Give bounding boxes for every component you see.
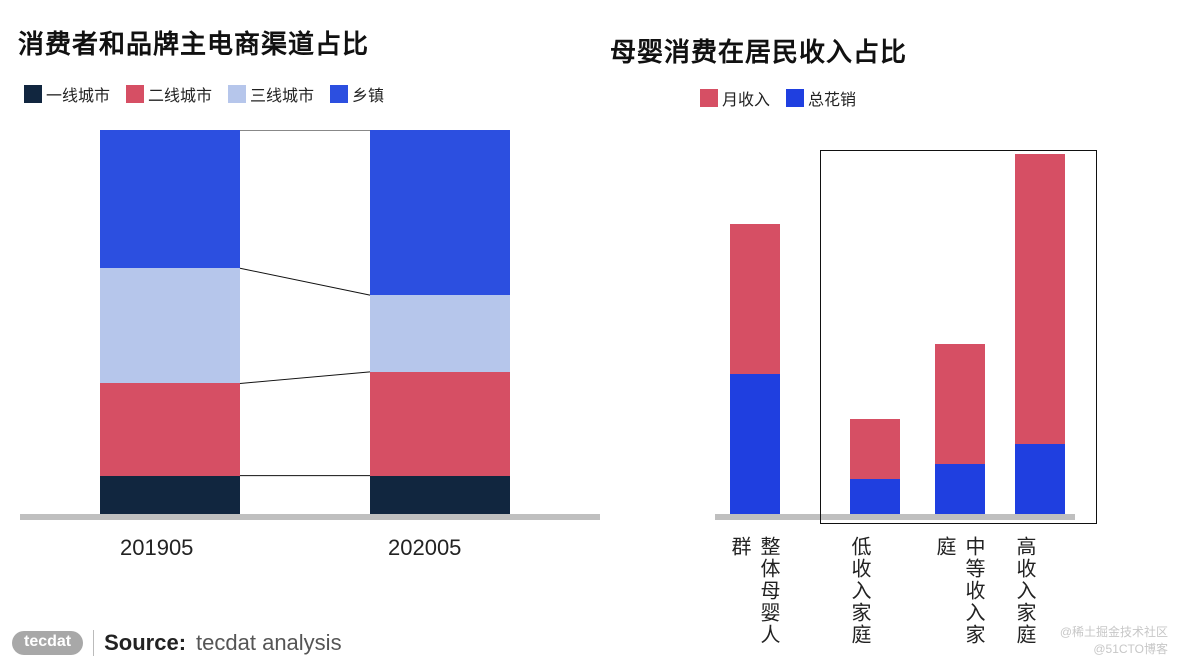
watermark: @稀土掘金技术社区 @51CTO博客	[1060, 624, 1168, 658]
source-label: Source:	[93, 630, 186, 656]
source-text: tecdat analysis	[196, 630, 342, 656]
right-bar-seg-red	[935, 344, 985, 464]
left-bar-seg	[370, 295, 510, 372]
right-bar-2	[935, 344, 985, 514]
left-legend-item-2: 三线城市	[228, 82, 314, 106]
left-legend-item-3: 乡镇	[330, 82, 384, 106]
left-bar-seg	[100, 476, 240, 514]
right-xlabel-3: 高收入家庭	[1010, 536, 1039, 646]
legend-label: 一线城市	[46, 82, 110, 106]
left-legend-item-0: 一线城市	[24, 82, 110, 106]
source-line: tecdat Source: tecdat analysis	[12, 630, 342, 656]
left-xlabel-1: 202005	[388, 535, 461, 561]
left-bar-seg	[100, 130, 240, 268]
right-xlabel-0: 整体母婴人群	[725, 536, 783, 666]
legend-label: 二线城市	[148, 82, 212, 106]
left-bar-seg	[100, 268, 240, 383]
legend-label: 总花销	[808, 86, 856, 110]
left-bar-seg	[100, 383, 240, 475]
left-xlabel-0: 201905	[120, 535, 193, 561]
right-bar-seg-blue	[935, 464, 985, 514]
right-bar-1	[850, 419, 900, 514]
left-chart-title: 消费者和品牌主电商渠道占比	[18, 24, 369, 61]
left-bar-seg	[370, 476, 510, 514]
legend-swatch	[228, 85, 246, 103]
left-bar-seg	[370, 130, 510, 295]
left-legend-item-1: 二线城市	[126, 82, 212, 106]
right-xlabel-1: 低收入家庭	[845, 536, 874, 646]
legend-label: 三线城市	[250, 82, 314, 106]
right-bar-seg-blue	[1015, 444, 1065, 514]
right-bar-3	[1015, 154, 1065, 514]
tecdat-logo: tecdat	[12, 631, 83, 655]
legend-swatch	[700, 89, 718, 107]
legend-label: 乡镇	[352, 82, 384, 106]
right-legend-item-1: 总花销	[786, 86, 856, 110]
left-bar-1	[370, 130, 510, 514]
legend-swatch	[24, 85, 42, 103]
legend-swatch	[330, 85, 348, 103]
left-bar-seg	[370, 372, 510, 476]
watermark-line-2: @51CTO博客	[1060, 641, 1168, 658]
left-chart	[20, 130, 600, 520]
legend-label: 月收入	[722, 86, 770, 110]
legend-swatch	[126, 85, 144, 103]
right-xlabel-2: 中等收入家庭	[930, 536, 988, 666]
canvas: 消费者和品牌主电商渠道占比 母婴消费在居民收入占比 一线城市 二线城市 三线城市 乡镇…	[0, 0, 1184, 666]
right-bar-seg-blue	[730, 374, 780, 514]
right-bar-seg-blue	[850, 479, 900, 514]
right-bar-seg-red	[730, 224, 780, 374]
right-bar-seg-red	[850, 419, 900, 479]
right-chart-title: 母婴消费在居民收入占比	[610, 32, 907, 69]
right-bar-seg-red	[1015, 154, 1065, 444]
right-bar-0	[730, 224, 780, 514]
right-chart-legend: 月收入 总花销	[700, 86, 856, 110]
left-bar-0	[100, 130, 240, 514]
left-chart-axis	[20, 514, 600, 520]
right-legend-item-0: 月收入	[700, 86, 770, 110]
watermark-line-1: @稀土掘金技术社区	[1060, 624, 1168, 641]
legend-swatch	[786, 89, 804, 107]
left-chart-legend: 一线城市 二线城市 三线城市 乡镇	[24, 82, 384, 106]
right-chart	[665, 130, 1105, 520]
